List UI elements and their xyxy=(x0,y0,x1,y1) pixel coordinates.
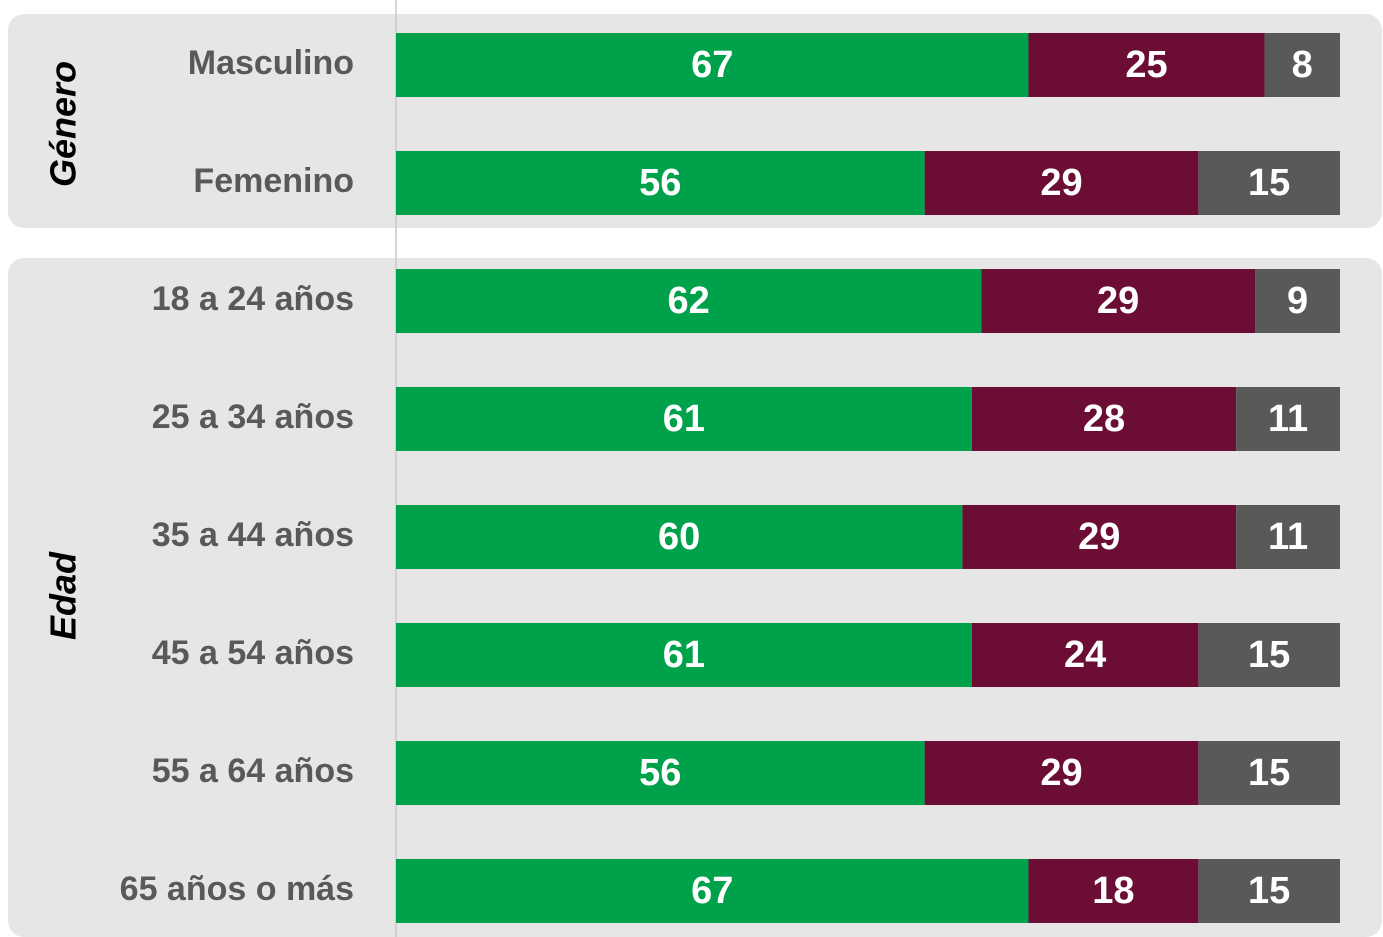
value-label: 62 xyxy=(667,280,709,322)
bar-segment xyxy=(1198,151,1340,215)
value-label: 25 xyxy=(1125,44,1167,86)
bar-segment xyxy=(1236,387,1340,451)
value-label: 15 xyxy=(1248,634,1290,676)
value-label: 11 xyxy=(1268,516,1308,558)
value-label: 61 xyxy=(663,398,705,440)
value-label: 29 xyxy=(1040,752,1082,794)
value-label: 67 xyxy=(691,870,733,912)
bar-segment xyxy=(1264,33,1340,97)
category-label: 45 a 54 años xyxy=(152,634,354,672)
bar-segment xyxy=(924,741,1199,805)
value-label: 56 xyxy=(639,162,681,204)
value-label: 29 xyxy=(1040,162,1082,204)
bar-segment xyxy=(981,269,1256,333)
bar-segment xyxy=(396,151,925,215)
value-label: 28 xyxy=(1083,398,1125,440)
bar-segment xyxy=(396,33,1029,97)
category-label: 65 años o más xyxy=(120,870,354,908)
value-label: 60 xyxy=(658,516,700,558)
bar-segment xyxy=(396,387,972,451)
value-label: 15 xyxy=(1248,870,1290,912)
value-label: 15 xyxy=(1248,752,1290,794)
bar-segment xyxy=(1198,859,1340,923)
category-label: 25 a 34 años xyxy=(152,398,354,436)
bar-segment xyxy=(396,859,1029,923)
value-label: 8 xyxy=(1292,44,1313,86)
bar-segment xyxy=(396,741,925,805)
bar-segment xyxy=(1198,741,1340,805)
category-label: 55 a 64 años xyxy=(152,752,354,790)
bar-segment xyxy=(396,505,963,569)
bar-segment xyxy=(971,623,1199,687)
category-label: Masculino xyxy=(188,44,354,82)
group-label: Edad xyxy=(43,551,84,640)
value-label: 56 xyxy=(639,752,681,794)
bar-segment xyxy=(971,387,1237,451)
value-label: 11 xyxy=(1268,398,1308,440)
value-label: 18 xyxy=(1092,870,1134,912)
value-label: 29 xyxy=(1078,516,1120,558)
category-label: Femenino xyxy=(193,162,354,200)
group-label: Género xyxy=(43,61,84,187)
bar-segment xyxy=(1236,505,1340,569)
bar-segment xyxy=(1028,859,1199,923)
bar-segment xyxy=(396,269,982,333)
value-label: 67 xyxy=(691,44,733,86)
bar-segment xyxy=(396,623,972,687)
bar-segment xyxy=(1255,269,1340,333)
group-panel xyxy=(8,258,1382,937)
bar-segment xyxy=(1198,623,1340,687)
bar-segment xyxy=(1028,33,1265,97)
bar-segment xyxy=(924,151,1199,215)
bar-segment xyxy=(962,505,1237,569)
value-label: 61 xyxy=(663,634,705,676)
category-label: 18 a 24 años xyxy=(152,280,354,318)
value-label: 29 xyxy=(1097,280,1139,322)
category-label: 35 a 44 años xyxy=(152,516,354,554)
value-label: 15 xyxy=(1248,162,1290,204)
value-label: 9 xyxy=(1287,280,1308,322)
value-label: 24 xyxy=(1064,634,1106,676)
